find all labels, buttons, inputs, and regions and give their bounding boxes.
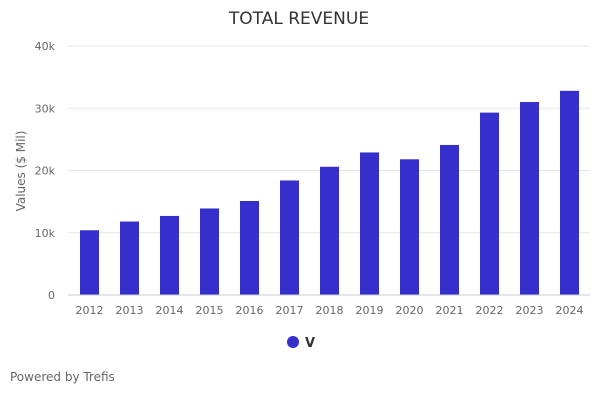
bar-2021[interactable] <box>440 144 459 295</box>
x-tick-label: 2024 <box>556 304 584 317</box>
y-tick-label: 30k <box>35 102 56 115</box>
bar-2020[interactable] <box>400 159 419 295</box>
bars <box>80 90 579 296</box>
x-tick-label: 2023 <box>516 304 544 317</box>
bar-2014[interactable] <box>160 215 179 295</box>
x-tick-label: 2019 <box>356 304 384 317</box>
x-tick-label: 2021 <box>436 304 464 317</box>
x-axis-ticks: 2012 2013 2014 2015 2016 2017 2018 2019 2020 2021… <box>76 304 584 317</box>
revenue-bar-chart: TOTAL REVENUE 0 10k 20k 30k 40k Values ($ Mi… <box>14 9 590 351</box>
x-tick-label: 2022 <box>476 304 504 317</box>
legend-label: V <box>305 336 315 351</box>
x-tick-label: 2012 <box>76 304 104 317</box>
chart-title: TOTAL REVENUE <box>228 9 369 29</box>
x-tick-label: 2015 <box>196 304 224 317</box>
x-tick-label: 2013 <box>116 304 144 317</box>
legend-marker <box>287 336 299 348</box>
y-tick-label: 0 <box>48 289 55 302</box>
bar-2016[interactable] <box>240 201 259 295</box>
x-tick-label: 2018 <box>316 304 344 317</box>
x-tick-label: 2020 <box>396 304 424 317</box>
bar-2017[interactable] <box>280 180 299 295</box>
bar-2024[interactable] <box>560 90 579 295</box>
bar-2019[interactable] <box>360 152 379 295</box>
bar-2018[interactable] <box>320 166 339 295</box>
x-tick-label: 2014 <box>156 304 184 317</box>
legend[interactable]: V <box>287 336 315 351</box>
x-tick-label: 2016 <box>236 304 264 317</box>
bar-2012[interactable] <box>80 230 99 295</box>
y-axis-ticks: 0 10k 20k 30k 40k <box>35 40 56 302</box>
y-axis-label: Values ($ Mil) <box>14 131 28 212</box>
bar-2013[interactable] <box>120 221 139 295</box>
bar-2023[interactable] <box>520 102 539 296</box>
x-tick-label: 2017 <box>276 304 304 317</box>
bar-2022[interactable] <box>480 112 499 295</box>
y-tick-label: 20k <box>35 165 56 178</box>
y-tick-label: 10k <box>35 227 56 240</box>
y-tick-label: 40k <box>35 40 56 53</box>
powered-by-footer: Powered by Trefis <box>10 370 115 384</box>
bar-2015[interactable] <box>200 208 219 295</box>
